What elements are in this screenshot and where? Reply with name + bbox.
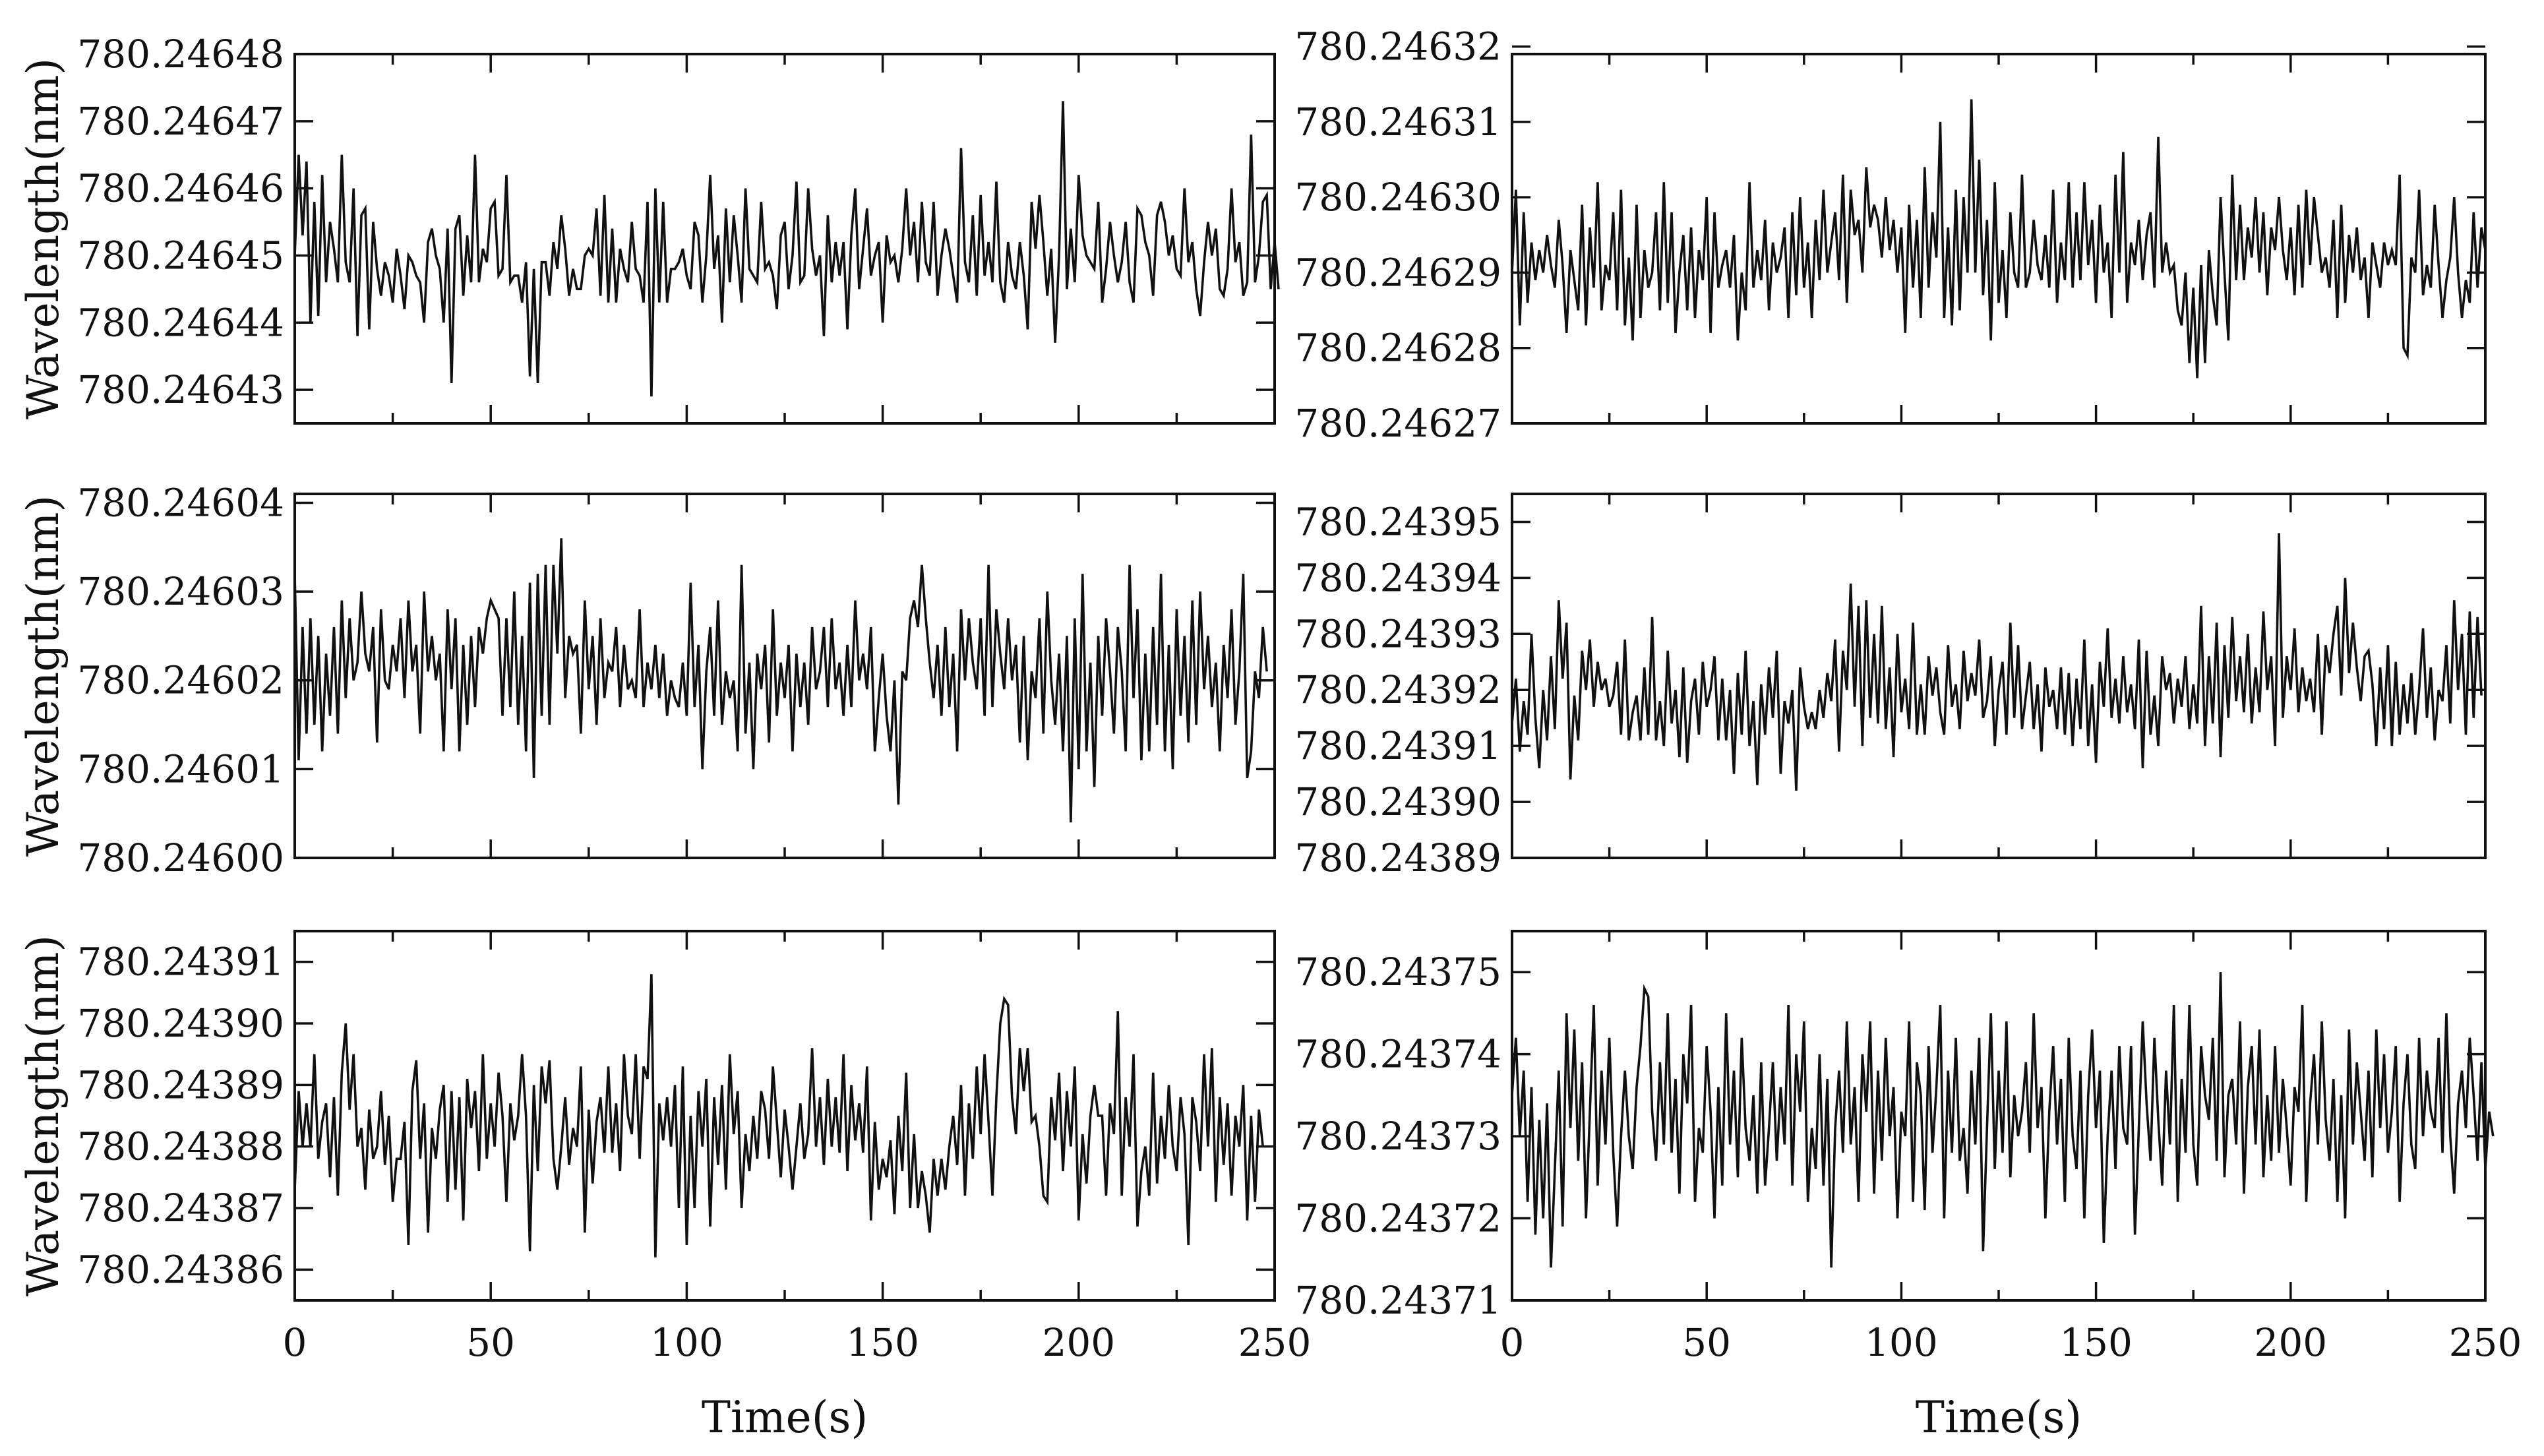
- y-tick-label: 780.24604: [77, 480, 284, 525]
- y-tick-label: 780.24390: [77, 1001, 284, 1046]
- y-tick-label: 780.24646: [77, 166, 284, 211]
- y-tick-label: 780.24392: [1294, 667, 1501, 712]
- y-tick-label: 780.24602: [77, 658, 284, 703]
- bottom-right-chart: 780.24371 780.24372 780.24373 780.24374 780.…: [1294, 930, 2522, 1443]
- y-tick-label: 780.24388: [77, 1124, 284, 1169]
- y-tick-label: 780.24391: [1294, 723, 1501, 768]
- x-tick-label: 0: [283, 1320, 307, 1365]
- wavelength-series-line: [293, 974, 1264, 1258]
- wavelength-series-line: [1511, 533, 2483, 791]
- wavelength-series-line: [1511, 99, 2487, 379]
- y-tick-label: 780.24628: [1294, 326, 1501, 371]
- y-axis-title: Wavelength(nm): [18, 495, 69, 857]
- y-tick-label: 780.24643: [77, 367, 284, 412]
- y-tick-label: 780.24389: [1294, 835, 1501, 880]
- x-tick-label: 50: [466, 1320, 515, 1365]
- y-tick-label: 780.24644: [77, 300, 284, 345]
- x-tick-label: 100: [1865, 1320, 1938, 1365]
- top-right-chart: 780.24627 780.24628 780.24629 780.24630 780.…: [1294, 24, 2487, 446]
- y-tick-label: 780.24395: [1294, 499, 1501, 544]
- middle-right-chart: 780.24389 780.24390 780.24391 780.24392 780.…: [1294, 493, 2487, 880]
- middle-left-chart: 780.24600 780.24601 780.24602 780.24603 780.…: [18, 480, 1276, 880]
- y-tick-label: 780.24645: [77, 233, 284, 278]
- y-tick-label: 780.24603: [77, 569, 284, 614]
- wavelength-series-line: [293, 101, 1280, 397]
- x-tick-label: 100: [650, 1320, 723, 1365]
- y-tick-label: 780.24629: [1294, 250, 1501, 295]
- y-tick-label: 780.24387: [77, 1186, 284, 1230]
- wavelength-series-line: [293, 538, 1268, 823]
- y-tick-label: 780.24394: [1294, 555, 1501, 600]
- x-tick-label: 50: [1682, 1320, 1731, 1365]
- x-tick-label: 0: [1500, 1320, 1525, 1365]
- x-tick-label: 200: [1042, 1320, 1115, 1365]
- y-tick-label: 780.24373: [1294, 1114, 1501, 1159]
- y-tick-label: 780.24647: [77, 99, 284, 144]
- y-tick-label: 780.24393: [1294, 611, 1501, 656]
- y-tick-label: 780.24600: [77, 835, 284, 880]
- x-tick-label: 150: [2059, 1320, 2133, 1365]
- bottom-left-chart: 780.24386 780.24387 780.24388 780.24389 780.…: [18, 930, 1312, 1443]
- y-axis-title: Wavelength(nm): [18, 935, 69, 1296]
- x-tick-label: 250: [1238, 1320, 1312, 1365]
- y-tick-label: 780.24390: [1294, 779, 1501, 824]
- y-tick-label: 780.24627: [1294, 401, 1501, 446]
- y-tick-label: 780.24389: [77, 1062, 284, 1107]
- y-tick-label: 780.24372: [1294, 1196, 1501, 1241]
- y-tick-label: 780.24374: [1294, 1032, 1501, 1077]
- y-tick-label: 780.24630: [1294, 175, 1501, 220]
- y-tick-label: 780.24631: [1294, 100, 1501, 144]
- x-tick-label: 200: [2254, 1320, 2327, 1365]
- x-tick-label: 250: [2449, 1320, 2522, 1365]
- y-axis-title: Wavelength(nm): [18, 58, 69, 419]
- y-tick-label: 780.24375: [1294, 950, 1501, 994]
- y-tick-label: 780.24601: [77, 746, 284, 791]
- y-tick-label: 780.24632: [1294, 24, 1501, 69]
- x-tick-label: 150: [846, 1320, 919, 1365]
- y-tick-label: 780.24386: [77, 1247, 284, 1292]
- x-axis-title: Time(s): [702, 1392, 868, 1443]
- wavelength-series-line: [1511, 972, 2495, 1268]
- y-tick-label: 780.24391: [77, 940, 284, 985]
- x-axis-title: Time(s): [1916, 1392, 2082, 1443]
- y-tick-label: 780.24371: [1294, 1278, 1501, 1323]
- y-tick-label: 780.24648: [77, 32, 284, 76]
- top-left-chart: 780.24643 780.24644 780.24645 780.24646 780.…: [18, 32, 1280, 425]
